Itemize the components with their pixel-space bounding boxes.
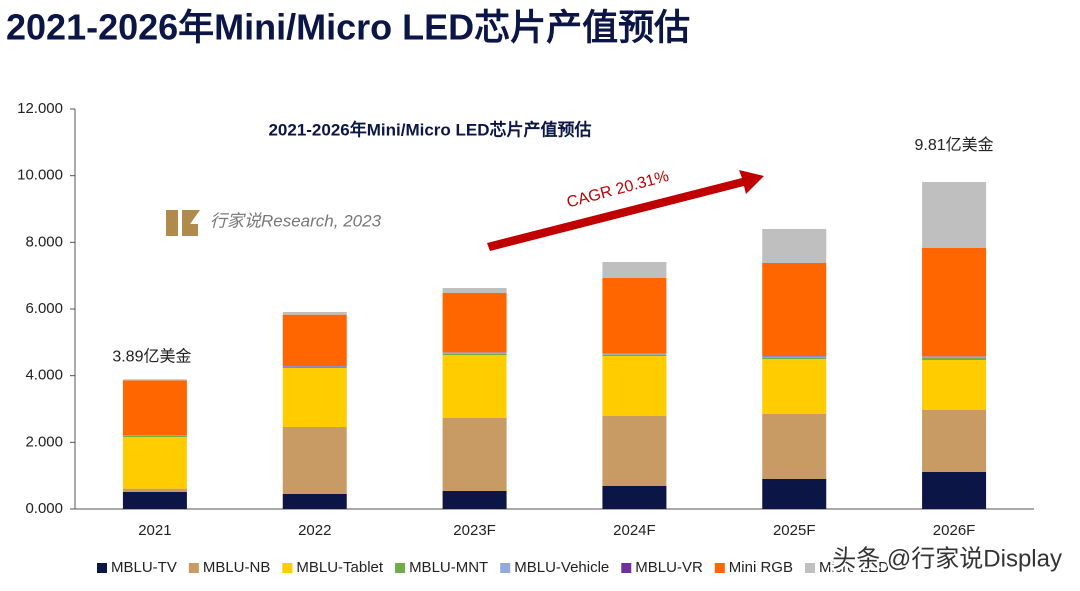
bar-segment bbox=[442, 288, 507, 293]
y-tick-label: 2.000 bbox=[25, 433, 63, 450]
page-title: 2021-2026年Mini/Micro LED芯片产值预估 bbox=[6, 7, 690, 48]
bar-segment bbox=[762, 357, 827, 359]
bar-segment bbox=[762, 356, 827, 358]
bar-segment bbox=[602, 486, 667, 509]
bar-segment bbox=[282, 366, 347, 367]
bar-segment bbox=[922, 358, 987, 360]
legend-label: Micro LED bbox=[819, 559, 889, 576]
bar-segment bbox=[282, 494, 347, 509]
bar-segment bbox=[602, 353, 667, 355]
bar-segment bbox=[602, 356, 667, 416]
legend-swatch bbox=[621, 563, 632, 573]
legend-label: MBLU-VR bbox=[635, 559, 703, 576]
legend-swatch bbox=[500, 563, 511, 573]
bar-segment bbox=[922, 472, 987, 509]
bar-segment bbox=[602, 262, 667, 278]
x-tick-label: 2025F bbox=[773, 522, 816, 539]
legend-label: MBLU-NB bbox=[203, 559, 271, 576]
bar-segment bbox=[762, 229, 827, 263]
bar-segment bbox=[762, 359, 827, 414]
bar-segment bbox=[122, 379, 187, 381]
bar-segment bbox=[602, 416, 667, 486]
chart-title: 2021-2026年Mini/Micro LED芯片产值预估 bbox=[268, 119, 591, 139]
y-tick-label: 10.000 bbox=[17, 167, 63, 184]
y-tick-label: 6.000 bbox=[25, 300, 63, 317]
legend-swatch bbox=[282, 563, 293, 573]
bar-segment bbox=[442, 491, 507, 509]
bar-segment bbox=[122, 488, 187, 492]
legend-swatch bbox=[188, 563, 199, 573]
watermark: 头条 @行家说Display bbox=[832, 545, 1062, 572]
bar-segment bbox=[602, 278, 667, 354]
legend-swatch bbox=[395, 563, 406, 573]
legend-swatch bbox=[714, 563, 725, 573]
bar-segment bbox=[922, 356, 987, 358]
x-tick-label: 2026F bbox=[933, 522, 976, 539]
x-tick-label: 2024F bbox=[613, 522, 656, 539]
legend-swatch bbox=[97, 563, 107, 573]
bar-segment bbox=[922, 410, 987, 472]
bar-segment bbox=[442, 418, 507, 491]
bar-segment bbox=[922, 360, 987, 410]
legend-label: MBLU-Vehicle bbox=[514, 559, 609, 576]
bar-segment bbox=[282, 427, 347, 494]
total-label: 9.81亿美金 bbox=[915, 136, 994, 154]
bar-segment bbox=[122, 436, 187, 437]
bar-segment bbox=[762, 414, 827, 479]
y-tick-label: 0.000 bbox=[25, 500, 63, 517]
bar-segment bbox=[122, 437, 187, 489]
legend-label: Mini RGB bbox=[729, 559, 793, 576]
legend-label: MBLU-MNT bbox=[409, 559, 488, 576]
bar-segment bbox=[122, 435, 187, 436]
bar-segment bbox=[602, 354, 667, 356]
bar-segment bbox=[922, 182, 987, 248]
x-tick-label: 2021 bbox=[138, 522, 171, 539]
bar-segment bbox=[442, 293, 507, 353]
cagr-arrow bbox=[487, 170, 764, 251]
total-label: 3.89亿美金 bbox=[112, 348, 191, 366]
bar-segment bbox=[442, 352, 507, 354]
y-tick-label: 4.000 bbox=[25, 367, 63, 384]
bar-segment bbox=[442, 355, 507, 418]
bar-segment bbox=[122, 492, 187, 509]
bar-segment bbox=[282, 367, 347, 368]
bar-segment bbox=[922, 248, 987, 357]
x-tick-label: 2022 bbox=[298, 522, 331, 539]
watermark-halo: 头条 @行家说Display bbox=[832, 545, 1062, 572]
y-tick-label: 12.000 bbox=[17, 100, 63, 117]
bar-segment bbox=[282, 314, 347, 366]
legend-label: MBLU-TV bbox=[111, 559, 177, 576]
logo bbox=[166, 210, 200, 236]
y-tick-label: 8.000 bbox=[25, 233, 63, 250]
logo-icon bbox=[166, 210, 200, 236]
bar-segment bbox=[282, 312, 347, 315]
bar-segment bbox=[442, 353, 507, 355]
legend-swatch bbox=[804, 563, 815, 573]
x-tick-label: 2023F bbox=[453, 522, 496, 539]
source: 行家说Research, 2023 bbox=[210, 211, 382, 230]
legend-label: MBLU-Tablet bbox=[296, 559, 384, 576]
bar-segment bbox=[762, 479, 827, 509]
bar-segment bbox=[282, 368, 347, 427]
bar-segment bbox=[762, 263, 827, 356]
bar-segment bbox=[122, 380, 187, 436]
